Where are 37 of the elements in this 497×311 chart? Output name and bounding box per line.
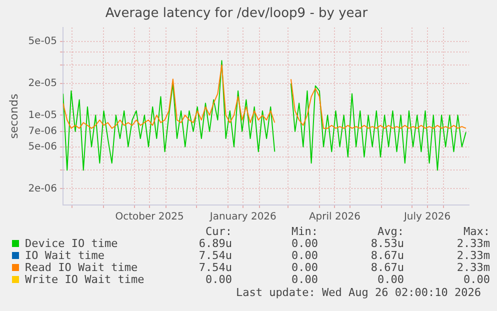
- text: 0.00: [290, 261, 318, 274]
- legend-label: Device IO time: [25, 237, 118, 250]
- text: 8.67u: [370, 249, 404, 262]
- text: Last update: Wed Aug 26 02:00:10 2026: [234, 286, 481, 299]
- text: 8.53u: [370, 237, 404, 250]
- x-tick-label: July 2026: [402, 212, 451, 223]
- text: 2.33m: [456, 237, 490, 250]
- y-axis-title: seconds: [7, 94, 20, 139]
- text: 0.00: [376, 273, 404, 286]
- legend-label: Write IO Wait time: [25, 273, 144, 286]
- y-tick-label: 7e-06: [28, 126, 58, 138]
- x-tick-label: January 2026: [208, 212, 276, 223]
- text: 6.89u: [198, 237, 232, 250]
- text: 7.54u: [198, 261, 232, 274]
- y-tick-label: 2e-05: [28, 78, 58, 90]
- text: 2.33m: [456, 261, 490, 274]
- y-tick-label: 5e-05: [28, 36, 58, 48]
- text: Max:: [462, 225, 490, 238]
- legend-label: IO Wait time: [25, 249, 104, 262]
- x-tick-label: October 2025: [115, 212, 184, 223]
- text: 0.00: [290, 237, 318, 250]
- text: Avg:: [376, 225, 404, 238]
- text: 0.00: [290, 249, 318, 262]
- text: 0.00: [290, 273, 318, 286]
- legend-label: Read IO Wait time: [25, 261, 138, 274]
- text: 2.33m: [456, 249, 490, 262]
- chart-title: Average latency for /dev/loop9 - by year: [105, 6, 368, 22]
- text: Cur:: [204, 225, 232, 238]
- y-tick-label: 5e-06: [28, 141, 58, 152]
- x-tick-label: April 2026: [308, 212, 360, 223]
- y-tick-label: 2e-06: [28, 183, 58, 194]
- text: 7.54u: [198, 249, 232, 262]
- text: 0.00: [204, 273, 232, 286]
- text: Min:: [290, 225, 318, 238]
- text: 0.00: [462, 273, 490, 286]
- y-tick-label: 1e-05: [28, 110, 58, 121]
- text: 8.67u: [370, 261, 404, 274]
